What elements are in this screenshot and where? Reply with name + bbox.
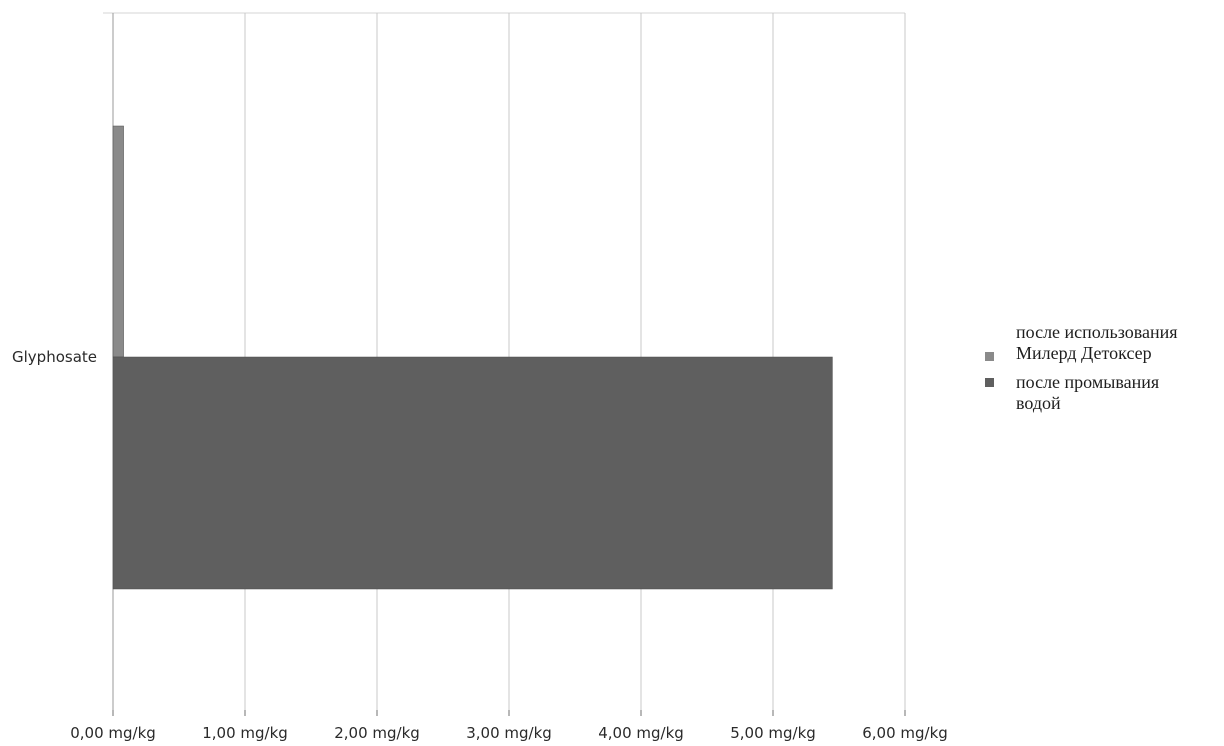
legend: после использования Милерд Детоксер посл… bbox=[958, 322, 1218, 422]
legend-item-series-1: после использования Милерд Детоксер bbox=[958, 322, 1218, 364]
x-tick-label: 4,00 mg/kg bbox=[598, 724, 684, 742]
axis-labels: 0,00 mg/kg 1,00 mg/kg 2,00 mg/kg 3,00 mg/kg… bbox=[12, 348, 948, 742]
legend-label-line: после использования bbox=[1016, 322, 1178, 342]
x-tick-label: 0,00 mg/kg bbox=[70, 724, 156, 742]
bars bbox=[112, 125, 833, 590]
legend-swatch-series-1 bbox=[985, 352, 994, 361]
x-tick-label: 2,00 mg/kg bbox=[334, 724, 420, 742]
legend-swatch-series-2 bbox=[985, 378, 994, 387]
legend-item-series-2: после промывания водой bbox=[958, 372, 1218, 414]
axes bbox=[112, 710, 906, 716]
category-label: Glyphosate bbox=[12, 348, 97, 366]
x-tick-label: 6,00 mg/kg bbox=[862, 724, 948, 742]
x-tick-label: 5,00 mg/kg bbox=[730, 724, 816, 742]
legend-label-line: водой bbox=[1016, 393, 1061, 413]
x-tick-label: 1,00 mg/kg bbox=[202, 724, 288, 742]
x-tick-label: 3,00 mg/kg bbox=[466, 724, 552, 742]
bar-series-1 bbox=[112, 125, 124, 358]
legend-label-line: Милерд Детоксер bbox=[1016, 343, 1152, 363]
bar-series-2 bbox=[112, 356, 833, 590]
legend-label-line: после промывания bbox=[1016, 372, 1160, 392]
